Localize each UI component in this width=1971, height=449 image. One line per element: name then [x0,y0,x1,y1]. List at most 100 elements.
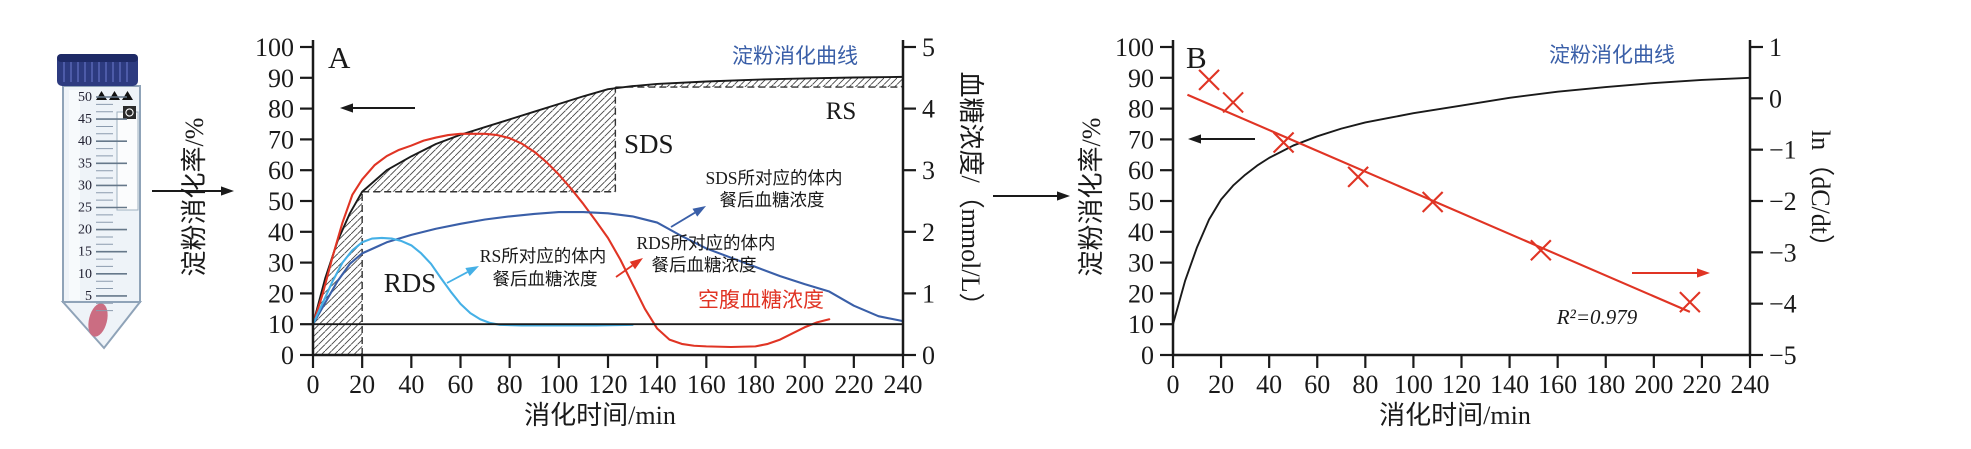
tube-label-window [116,111,139,211]
tube-grad-label: 5 [85,289,92,304]
r-squared-label: R²=0.979 [1556,305,1638,329]
x-tick-label: 180 [1586,370,1625,399]
x-tick-label: 140 [638,370,677,399]
y-tick-label-left: 80 [268,95,294,124]
x-tick-label: 40 [1256,370,1282,399]
fasting-glucose-label: 空腹血糖浓度 [698,288,824,312]
y-tick-label-left: 50 [268,187,294,216]
y-tick-label-right: −3 [1769,238,1797,267]
scatter-x-marker [1272,131,1295,154]
x-tick-label: 60 [1304,370,1330,399]
tube-cap-ridges [63,58,128,82]
rds-glucose-annotation: 餐后血糖浓度 [652,255,757,275]
x-tick-label: 160 [1538,370,1577,399]
sds-postprandial-glucose [311,211,905,326]
rs-glucose-annotation: 餐后血糖浓度 [493,269,598,289]
y-tick-label-left: 30 [1128,249,1154,278]
y-tick-label-left: 10 [1128,310,1154,339]
x-tick-label: 100 [1394,370,1433,399]
tube-highlight [69,90,80,300]
sds-label: SDS [624,129,674,159]
starch-digestion-curve [312,75,904,326]
tube-fill-triangles-icon [96,91,133,100]
tube-graduations: 50 45 40 35 30 25 20 15 10 5 [78,90,127,312]
scatter-x-marker [1222,91,1244,114]
y-tick-label-left: 0 [281,341,294,370]
rds-postprandial-glucose [311,132,831,349]
x-tick-label: 20 [349,370,375,399]
x-tick-label: 80 [497,370,523,399]
y-tick-label-left: 50 [1128,187,1154,216]
y-tick-label-left: 30 [268,249,294,278]
y-tick-label-right: 5 [922,33,935,62]
y-tick-label-left: 60 [1128,156,1154,185]
y-tick-label-right: 2 [922,218,935,247]
tube-grad-label: 35 [78,156,92,171]
tube-to-chart-a-arrow-head [221,186,234,196]
tube-grad-label: 40 [78,134,92,149]
y-tick-label-right: 4 [922,95,935,124]
scatter-x-marker [1421,191,1444,213]
right-axis-pointer-arrow-head [1697,268,1710,278]
x-tick-label: 120 [1442,370,1481,399]
rs-annotation-arrow-head [465,266,479,277]
y-tick-label-right: 0 [1769,84,1782,113]
left-axis-pointer-arrow-head [340,103,353,113]
rds-annotation-arrow-head [629,258,643,270]
x-tick-label: 0 [1167,370,1180,399]
x-tick-label: 240 [1731,370,1770,399]
tube-logo-glyph [125,108,134,117]
sds-annotation-arrow-head [692,206,706,217]
y-tick-label-left: 90 [1128,64,1154,93]
rs-label: RS [826,98,857,125]
tube-logo-icon [123,106,136,119]
rs-region [625,76,903,88]
x-tick-label: 0 [307,370,320,399]
scatter-x-marker [1347,166,1369,188]
linear-fit-line [1187,93,1691,313]
y-axis-title-right: ln（dC/dt） [1806,130,1835,260]
y-axis-title-left: 淀粉消化率/% [180,118,209,277]
y-tick-label-right: −4 [1769,290,1797,319]
y-tick-label-left: 90 [268,64,294,93]
y-tick-label-left: 60 [268,156,294,185]
y-tick-label-left: 40 [268,218,294,247]
y-tick-label-right: 0 [922,341,935,370]
x-tick-label: 140 [1490,370,1529,399]
tube-grad-label: 45 [78,112,92,127]
y-tick-label-left: 10 [268,310,294,339]
y-tick-label-left: 20 [1128,279,1154,308]
scatter-x-marker [1530,239,1552,262]
y-tick-label-right: −2 [1769,187,1797,216]
rs-glucose-annotation: RS所对应的体内 [480,246,606,266]
x-tick-label: 220 [834,370,873,399]
sds-glucose-annotation: SDS所对应的体内 [705,168,842,188]
y-axis-title-right: 血糖浓度/（mmol/L） [956,71,985,318]
y-tick-label-right: −5 [1769,341,1797,370]
panel-a-letter: A [328,40,351,75]
rds-annotation-arrow [615,264,633,278]
digestion-curve-label: 淀粉消化曲线 [732,44,858,68]
rs-annotation-arrow [446,271,468,284]
x-tick-label: 240 [884,370,923,399]
x-tick-label: 180 [736,370,775,399]
y-tick-label-left: 40 [1128,218,1154,247]
x-tick-label: 60 [448,370,474,399]
digestion-curve-label: 淀粉消化曲线 [1549,43,1675,67]
x-tick-label: 200 [785,370,824,399]
rds-glucose-annotation: RDS所对应的体内 [636,233,775,253]
scatter-x-marker [1198,69,1220,91]
y-tick-label-left: 70 [1128,125,1154,154]
x-tick-label: 120 [589,370,628,399]
left-axis-pointer-arrow-head [1188,134,1201,144]
x-tick-label: 40 [398,370,424,399]
y-tick-label-left: 100 [1115,33,1154,62]
tube-grad-label: 10 [78,267,92,282]
centrifuge-tube: 50 45 40 35 30 25 20 15 10 5 [57,54,143,350]
y-tick-label-right: 3 [922,156,935,185]
y-tick-label-right: 1 [922,279,935,308]
